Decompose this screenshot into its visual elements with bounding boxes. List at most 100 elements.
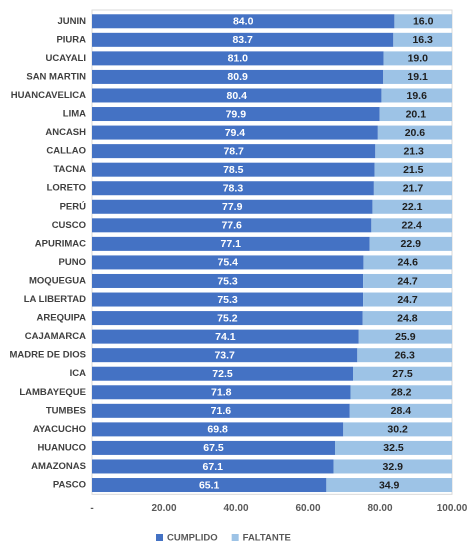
bar-segment xyxy=(362,311,452,326)
data-label: 25.9 xyxy=(395,331,416,343)
x-tick-label: 40.00 xyxy=(223,503,248,514)
bar-segment xyxy=(343,422,452,437)
bar-segment xyxy=(92,273,364,288)
category-label: PASCO xyxy=(53,480,86,491)
bar-segment xyxy=(333,459,452,474)
bar-segment xyxy=(363,273,452,288)
data-label: 71.6 xyxy=(211,405,232,417)
data-label: 20.6 xyxy=(405,127,426,139)
bar-segment xyxy=(92,459,334,474)
bar-segment xyxy=(383,69,452,84)
category-label: ANCASH xyxy=(45,127,86,138)
bar-segment xyxy=(92,292,364,307)
data-label: 73.7 xyxy=(214,349,235,361)
bar-segment xyxy=(381,88,452,103)
bar-segment xyxy=(92,236,370,251)
bar-segment xyxy=(92,14,395,29)
bar-segment xyxy=(353,366,452,381)
legend-label: CUMPLIDO xyxy=(167,533,218,544)
category-label: UCAYALI xyxy=(46,53,86,64)
bar-segment xyxy=(326,478,452,493)
bar-segment xyxy=(357,348,452,363)
data-label: 16.3 xyxy=(412,34,433,46)
bar-segment xyxy=(92,51,384,66)
category-label: LIMA xyxy=(63,109,86,120)
data-label: 69.8 xyxy=(207,424,228,436)
bar-segment xyxy=(375,144,452,159)
category-label: LAMBAYEQUE xyxy=(19,387,86,398)
bar-segment xyxy=(92,69,384,84)
bar-segment xyxy=(92,478,327,493)
data-label: 19.0 xyxy=(408,53,429,65)
category-label: LORETO xyxy=(47,183,86,194)
category-label: CAJAMARCA xyxy=(25,331,86,342)
data-label: 24.6 xyxy=(398,257,419,269)
bar-segment xyxy=(92,144,376,159)
data-label: 78.3 xyxy=(223,183,244,195)
data-label: 34.9 xyxy=(379,479,400,491)
bar-segment xyxy=(92,422,344,437)
x-tick-label: 60.00 xyxy=(295,503,320,514)
bar-segment xyxy=(349,403,452,418)
data-label: 19.6 xyxy=(407,90,428,102)
category-label: PIURA xyxy=(56,34,86,45)
bar-segment xyxy=(92,311,363,326)
data-label: 72.5 xyxy=(212,368,233,380)
data-label: 27.5 xyxy=(392,368,413,380)
data-label: 78.5 xyxy=(223,164,244,176)
bar-segment xyxy=(92,403,350,418)
category-label: HUANUCO xyxy=(37,442,86,453)
bar-segment xyxy=(373,181,452,196)
bar-segment xyxy=(369,236,452,251)
bar-segment xyxy=(358,329,452,344)
category-label: JUNIN xyxy=(57,16,86,27)
data-label: 22.1 xyxy=(402,201,423,213)
data-label: 80.9 xyxy=(227,71,248,83)
data-label: 79.9 xyxy=(226,108,247,120)
data-label: 21.7 xyxy=(403,183,424,195)
bar-segment xyxy=(383,51,452,66)
bar-segment xyxy=(363,255,452,270)
data-label: 74.1 xyxy=(215,331,236,343)
bar-segment xyxy=(374,162,452,177)
bar-segment xyxy=(92,162,375,177)
bar-segment xyxy=(92,88,382,103)
data-label: 24.7 xyxy=(397,294,418,306)
data-label: 71.8 xyxy=(211,387,232,399)
category-label: TUMBES xyxy=(46,405,86,416)
data-label: 20.1 xyxy=(406,108,427,120)
bar-segment xyxy=(92,440,335,455)
bar-segment xyxy=(92,32,394,47)
category-label: HUANCAVELICA xyxy=(11,90,86,101)
category-label: MADRE DE DIOS xyxy=(9,350,86,361)
category-label: AYACUCHO xyxy=(33,424,86,435)
data-label: 32.9 xyxy=(383,461,404,473)
data-label: 26.3 xyxy=(394,349,415,361)
data-label: 21.3 xyxy=(403,145,424,157)
bar-segment xyxy=(92,218,372,233)
bar-segment xyxy=(335,440,452,455)
data-label: 84.0 xyxy=(233,16,254,28)
bar-segment xyxy=(372,199,452,214)
bar-segment xyxy=(394,14,452,29)
bar-segment xyxy=(92,385,351,400)
data-label: 75.3 xyxy=(217,294,238,306)
x-tick-label: 20.00 xyxy=(151,503,176,514)
bar-segment xyxy=(92,329,359,344)
bar-segment xyxy=(92,348,358,363)
data-label: 16.0 xyxy=(413,16,434,28)
data-label: 30.2 xyxy=(387,424,408,436)
legend-swatch xyxy=(156,534,163,541)
category-label: LA LIBERTAD xyxy=(24,294,86,305)
x-tick-label: 80.00 xyxy=(367,503,392,514)
category-label: ICA xyxy=(70,368,87,379)
category-label: AREQUIPA xyxy=(37,313,87,324)
bar-segment xyxy=(377,125,452,140)
category-label: MOQUEGUA xyxy=(29,275,86,286)
data-label: 77.6 xyxy=(221,220,242,232)
bar-segment xyxy=(363,292,452,307)
bar-segment xyxy=(92,125,378,140)
data-label: 28.4 xyxy=(391,405,412,417)
bar-segment xyxy=(393,32,452,47)
x-tick-label: 100.00 xyxy=(437,503,468,514)
